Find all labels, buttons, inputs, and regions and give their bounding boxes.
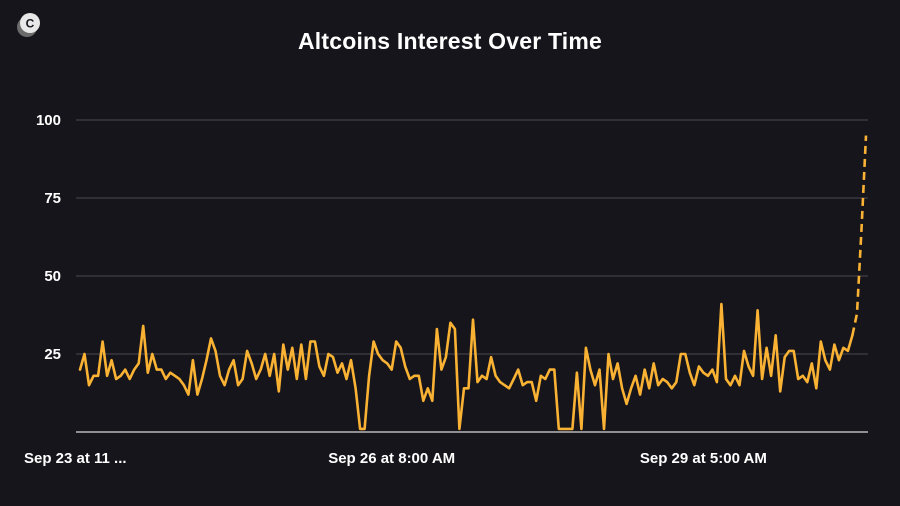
- y-tick-label-50: 50: [44, 268, 61, 285]
- gridlines: [76, 119, 868, 433]
- series-line-altcoins-projected: [851, 135, 868, 336]
- y-tick-label-25: 25: [44, 346, 61, 363]
- y-axis-ticks: 25 50 75 100: [36, 112, 61, 363]
- logo-letter: C: [26, 17, 35, 31]
- series-lines: [78, 135, 868, 431]
- x-tick-label-0: Sep 23 at 11 ...: [24, 450, 127, 467]
- x-tick-label-1: Sep 26 at 8:00 AM: [328, 450, 455, 467]
- y-tick-label-100: 100: [36, 112, 61, 129]
- series-line-altcoins: [78, 302, 854, 431]
- chart-title: Altcoins Interest Over Time: [297, 28, 603, 54]
- x-tick-label-2: Sep 29 at 5:00 AM: [640, 450, 767, 467]
- x-axis-ticks: Sep 23 at 11 ... Sep 26 at 8:00 AM Sep 29 …: [24, 450, 767, 467]
- y-tick-label-75: 75: [44, 190, 61, 207]
- brand-logo: C: [17, 13, 40, 37]
